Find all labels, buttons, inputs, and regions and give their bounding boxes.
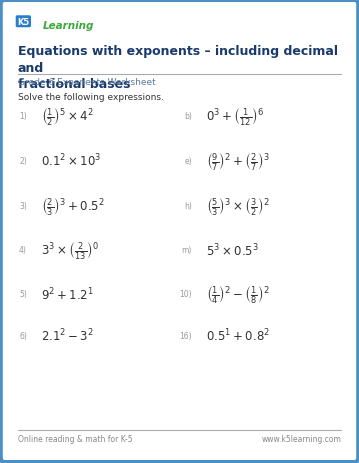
Text: h): h) [184, 201, 192, 210]
Text: 5): 5) [19, 289, 27, 299]
Text: Online reading & math for K-5: Online reading & math for K-5 [18, 434, 132, 443]
Text: www.k5learning.com: www.k5learning.com [261, 434, 341, 443]
Text: $0.5^1 + 0.8^2$: $0.5^1 + 0.8^2$ [206, 327, 270, 344]
Text: 10): 10) [180, 289, 192, 299]
Text: Grade 6 Exponents Worksheet: Grade 6 Exponents Worksheet [18, 78, 156, 87]
Text: $2.1^2 - 3^2$: $2.1^2 - 3^2$ [41, 327, 94, 344]
Text: $0^3 + \left(\frac{1}{12}\right)^6$: $0^3 + \left(\frac{1}{12}\right)^6$ [206, 106, 265, 127]
Text: $\left(\frac{1}{4}\right)^2 - \left(\frac{1}{8}\right)^2$: $\left(\frac{1}{4}\right)^2 - \left(\fra… [206, 283, 270, 305]
Text: $\left(\frac{9}{7}\right)^2 + \left(\frac{2}{7}\right)^3$: $\left(\frac{9}{7}\right)^2 + \left(\fra… [206, 150, 270, 172]
Text: 16): 16) [180, 331, 192, 340]
Text: $\left(\frac{5}{3}\right)^3 \times \left(\frac{3}{2}\right)^2$: $\left(\frac{5}{3}\right)^3 \times \left… [206, 195, 270, 216]
Text: 1): 1) [19, 112, 27, 121]
Text: $\left(\frac{2}{3}\right)^3 + 0.5^2$: $\left(\frac{2}{3}\right)^3 + 0.5^2$ [41, 195, 105, 216]
Text: $9^2 + 1.2^1$: $9^2 + 1.2^1$ [41, 286, 94, 302]
Text: b): b) [184, 112, 192, 121]
Text: e): e) [185, 156, 192, 166]
Text: $5^3 \times 0.5^3$: $5^3 \times 0.5^3$ [206, 242, 259, 258]
Text: $\left(\frac{1}{2}\right)^5 \times 4^2$: $\left(\frac{1}{2}\right)^5 \times 4^2$ [41, 106, 94, 127]
Text: $3^3 \times \left(\frac{2}{13}\right)^0$: $3^3 \times \left(\frac{2}{13}\right)^0$ [41, 239, 99, 261]
Text: 3): 3) [19, 201, 27, 210]
Text: 2): 2) [19, 156, 27, 166]
Text: Learning: Learning [43, 20, 94, 31]
Text: m): m) [182, 245, 192, 255]
Text: 4): 4) [19, 245, 27, 255]
Text: Solve the following expressions.: Solve the following expressions. [18, 93, 164, 101]
Text: Equations with exponents – including decimal and
fractional bases: Equations with exponents – including dec… [18, 45, 338, 91]
Text: $0.1^2 \times 10^3$: $0.1^2 \times 10^3$ [41, 153, 102, 169]
Text: 6): 6) [19, 331, 27, 340]
Text: K5: K5 [17, 18, 29, 27]
